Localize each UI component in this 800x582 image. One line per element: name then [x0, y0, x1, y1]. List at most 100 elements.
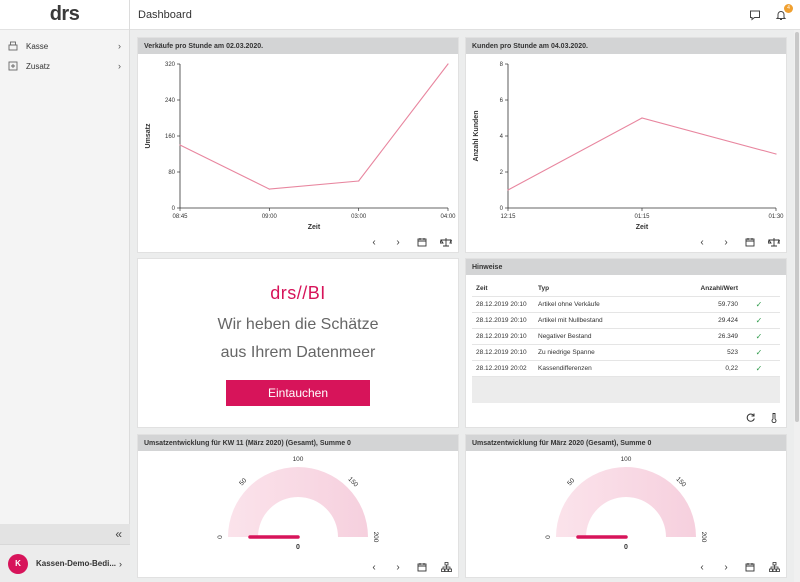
table-row[interactable]: 28.12.2019 20:10 Artikel mit Nullbestand… — [472, 313, 780, 329]
plus-box-icon — [8, 61, 18, 71]
customers-chart-card: Kunden pro Stunde am 04.03.2020. 0 2 4 6 8 12… — [465, 37, 787, 253]
sales-line-chart: 0 80 160 240 320 08:45 09:00 03:00 04:00 Zeit Umsa… — [145, 62, 456, 230]
cell-typ: Zu niedrige Spanne — [538, 349, 595, 356]
gauge-band — [556, 467, 696, 537]
table-row[interactable]: 28.12.2019 20:10 Zu niedrige Spanne 523 … — [472, 345, 780, 361]
next-button[interactable]: › — [724, 236, 728, 248]
balance-scale-icon[interactable] — [768, 236, 780, 248]
x-axis-label: Zeit — [308, 224, 321, 230]
card-title: Kunden pro Stunde am 04.03.2020. — [466, 38, 786, 54]
y-axis-label: Anzahl Kunden — [473, 111, 480, 162]
header: Dashboard 4 — [130, 0, 800, 30]
table-row[interactable]: 28.12.2019 20:10 Negativer Bestand 26.34… — [472, 329, 780, 345]
y-tick-label: 6 — [500, 98, 504, 104]
y-tick-label: 320 — [165, 62, 176, 68]
y-tick-label: 160 — [165, 134, 176, 140]
gauge-tick-label: 200 — [372, 532, 379, 543]
gauge-card-month: Umsatzentwicklung für März 2020 (Gesamt)… — [465, 434, 787, 578]
card-toolbar: ‹ › — [368, 561, 452, 573]
collapse-sidebar-button[interactable]: « — [0, 524, 130, 544]
data-point — [358, 180, 360, 182]
series-line — [179, 63, 449, 190]
gauge-value-label: 0 — [296, 544, 300, 551]
table-row[interactable]: 28.12.2019 20:02 Kassendifferenzen 0,22 … — [472, 361, 780, 377]
cell-wert: 26.349 — [718, 333, 738, 340]
next-button[interactable]: › — [724, 561, 728, 573]
check-icon: ✓ — [755, 348, 763, 357]
x-tick-label: 08:45 — [172, 214, 188, 220]
eintauchen-button[interactable]: Eintauchen — [226, 380, 370, 406]
refresh-icon[interactable] — [744, 411, 756, 423]
sales-chart-card: Verkäufe pro Stunde am 02.03.2020. 0 80 16… — [137, 37, 459, 253]
calendar-icon[interactable] — [744, 561, 756, 573]
column-header: Typ — [538, 285, 550, 292]
cell-wert: 0,22 — [725, 365, 738, 372]
data-point — [447, 63, 449, 65]
calendar-icon[interactable] — [416, 561, 428, 573]
calendar-icon[interactable] — [744, 236, 756, 248]
gauge-chart: 0 50 100 150 200 0 — [545, 456, 707, 551]
thermometer-icon[interactable] — [768, 411, 780, 423]
drs-bi-logo: drs//BI — [270, 283, 326, 303]
user-name: Kassen-Demo-Bedi... — [36, 559, 117, 568]
y-tick-label: 240 — [165, 98, 176, 104]
calendar-icon[interactable] — [416, 236, 428, 248]
x-tick-label: 03:00 — [351, 214, 367, 220]
card-toolbar: ‹ › — [696, 236, 780, 248]
table-header: Zeit Typ Anzahl/Wert — [472, 281, 780, 297]
bell-icon[interactable]: 4 — [774, 3, 793, 22]
hierarchy-icon[interactable] — [440, 561, 452, 573]
gauge-tick-label: 0 — [545, 535, 552, 539]
gauge-value-label: 0 — [624, 544, 628, 551]
notification-badge: 4 — [784, 3, 793, 13]
data-point — [775, 153, 777, 155]
y-tick-label: 0 — [500, 206, 504, 212]
chat-icon[interactable] — [748, 8, 762, 22]
x-axis-label: Zeit — [636, 224, 649, 230]
sidebar: drs Kasse › Zusatz › « K Kassen-Demo-Bed… — [0, 0, 130, 582]
table-row[interactable]: 28.12.2019 20:10 Artikel ohne Verkäufe 5… — [472, 297, 780, 313]
gauge-tick-label: 50 — [566, 477, 576, 487]
data-point — [179, 144, 181, 146]
promo-headline-2: aus Ihrem Datenmeer — [220, 344, 376, 361]
scrollbar-thumb[interactable] — [795, 32, 799, 422]
prev-button[interactable]: ‹ — [700, 561, 704, 573]
gauge-tick-label: 0 — [217, 535, 224, 539]
register-icon — [8, 41, 18, 51]
promo-card: drs//BI Wir heben die Schätze aus Ihrem … — [137, 258, 459, 428]
cell-wert: 523 — [727, 349, 738, 356]
y-tick-label: 4 — [500, 134, 504, 140]
cell-typ: Artikel ohne Verkäufe — [538, 301, 600, 308]
chevron-right-icon: › — [118, 41, 121, 51]
x-tick-label: 12:15 — [500, 214, 516, 220]
gauge-tick-label: 100 — [293, 456, 304, 463]
scrollbar[interactable] — [794, 30, 800, 582]
hints-table: Zeit Typ Anzahl/Wert 28.12.2019 20:10 Ar… — [472, 281, 780, 377]
hierarchy-icon[interactable] — [768, 561, 780, 573]
user-menu[interactable]: K Kassen-Demo-Bedi... › — [0, 544, 130, 582]
x-tick-label: 04:00 — [440, 214, 456, 220]
sidebar-item-zusatz[interactable]: Zusatz › — [0, 56, 129, 76]
logo-text: drs — [49, 3, 80, 25]
cell-zeit: 28.12.2019 20:10 — [476, 317, 527, 324]
balance-scale-icon[interactable] — [440, 236, 452, 248]
prev-button[interactable]: ‹ — [372, 236, 376, 248]
hints-card: Hinweise Zeit Typ Anzahl/Wert 28.12.2019… — [465, 258, 787, 428]
next-button[interactable]: › — [396, 236, 400, 248]
chevron-right-icon: › — [118, 61, 121, 71]
gauge-tick-label: 100 — [621, 456, 632, 463]
prev-button[interactable]: ‹ — [700, 236, 704, 248]
card-toolbar: ‹ › — [368, 236, 452, 248]
sidebar-item-kasse[interactable]: Kasse › — [0, 36, 129, 56]
prev-button[interactable]: ‹ — [372, 561, 376, 573]
check-icon: ✓ — [755, 316, 763, 325]
gauge-tick-label: 50 — [238, 477, 248, 487]
gauge-tick-label: 150 — [346, 476, 359, 489]
gauge-card-week: Umsatzentwicklung für KW 11 (März 2020) … — [137, 434, 459, 578]
column-header: Zeit — [476, 285, 488, 292]
next-button[interactable]: › — [396, 561, 400, 573]
logo[interactable]: drs — [0, 0, 129, 30]
promo: drs//BI Wir heben die Schätze aus Ihrem … — [138, 259, 458, 427]
promo-headline-1: Wir heben die Schätze — [217, 316, 379, 333]
table-empty-area — [472, 377, 780, 403]
